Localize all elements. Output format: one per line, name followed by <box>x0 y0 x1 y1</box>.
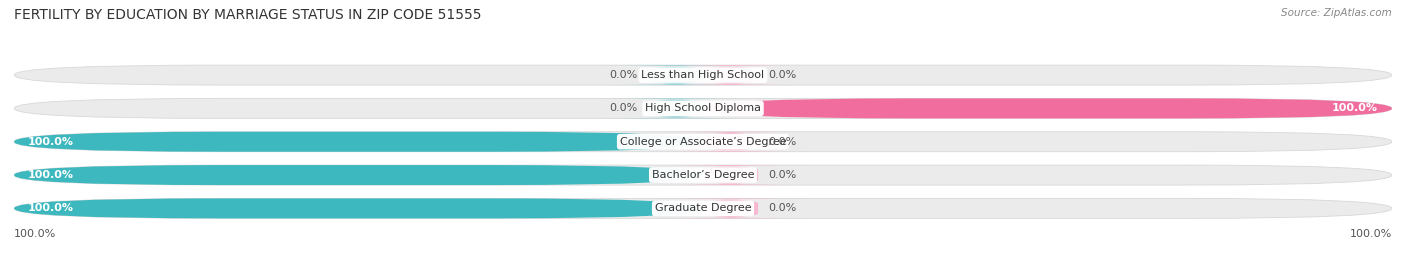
FancyBboxPatch shape <box>14 65 1392 85</box>
Text: Bachelor’s Degree: Bachelor’s Degree <box>652 170 754 180</box>
Text: 100.0%: 100.0% <box>1350 229 1392 239</box>
FancyBboxPatch shape <box>655 165 807 185</box>
Text: 0.0%: 0.0% <box>769 203 797 213</box>
Text: FERTILITY BY EDUCATION BY MARRIAGE STATUS IN ZIP CODE 51555: FERTILITY BY EDUCATION BY MARRIAGE STATU… <box>14 8 482 22</box>
Text: 0.0%: 0.0% <box>609 103 637 114</box>
FancyBboxPatch shape <box>655 132 807 152</box>
Text: 100.0%: 100.0% <box>28 170 75 180</box>
Text: 0.0%: 0.0% <box>769 137 797 147</box>
FancyBboxPatch shape <box>14 199 703 218</box>
Text: High School Diploma: High School Diploma <box>645 103 761 114</box>
Text: 0.0%: 0.0% <box>609 70 637 80</box>
FancyBboxPatch shape <box>703 98 1392 118</box>
Text: 100.0%: 100.0% <box>28 137 75 147</box>
Text: 0.0%: 0.0% <box>769 70 797 80</box>
FancyBboxPatch shape <box>655 199 807 218</box>
Text: 100.0%: 100.0% <box>1331 103 1378 114</box>
Text: College or Associate’s Degree: College or Associate’s Degree <box>620 137 786 147</box>
FancyBboxPatch shape <box>14 165 1392 185</box>
FancyBboxPatch shape <box>14 132 1392 152</box>
Text: Source: ZipAtlas.com: Source: ZipAtlas.com <box>1281 8 1392 18</box>
FancyBboxPatch shape <box>14 199 1392 218</box>
FancyBboxPatch shape <box>599 98 751 118</box>
Text: 0.0%: 0.0% <box>769 170 797 180</box>
Text: 100.0%: 100.0% <box>14 229 56 239</box>
Text: 100.0%: 100.0% <box>28 203 75 213</box>
Text: Graduate Degree: Graduate Degree <box>655 203 751 213</box>
FancyBboxPatch shape <box>14 98 1392 118</box>
Text: Less than High School: Less than High School <box>641 70 765 80</box>
FancyBboxPatch shape <box>655 65 807 85</box>
FancyBboxPatch shape <box>599 65 751 85</box>
FancyBboxPatch shape <box>14 165 703 185</box>
FancyBboxPatch shape <box>14 132 703 152</box>
